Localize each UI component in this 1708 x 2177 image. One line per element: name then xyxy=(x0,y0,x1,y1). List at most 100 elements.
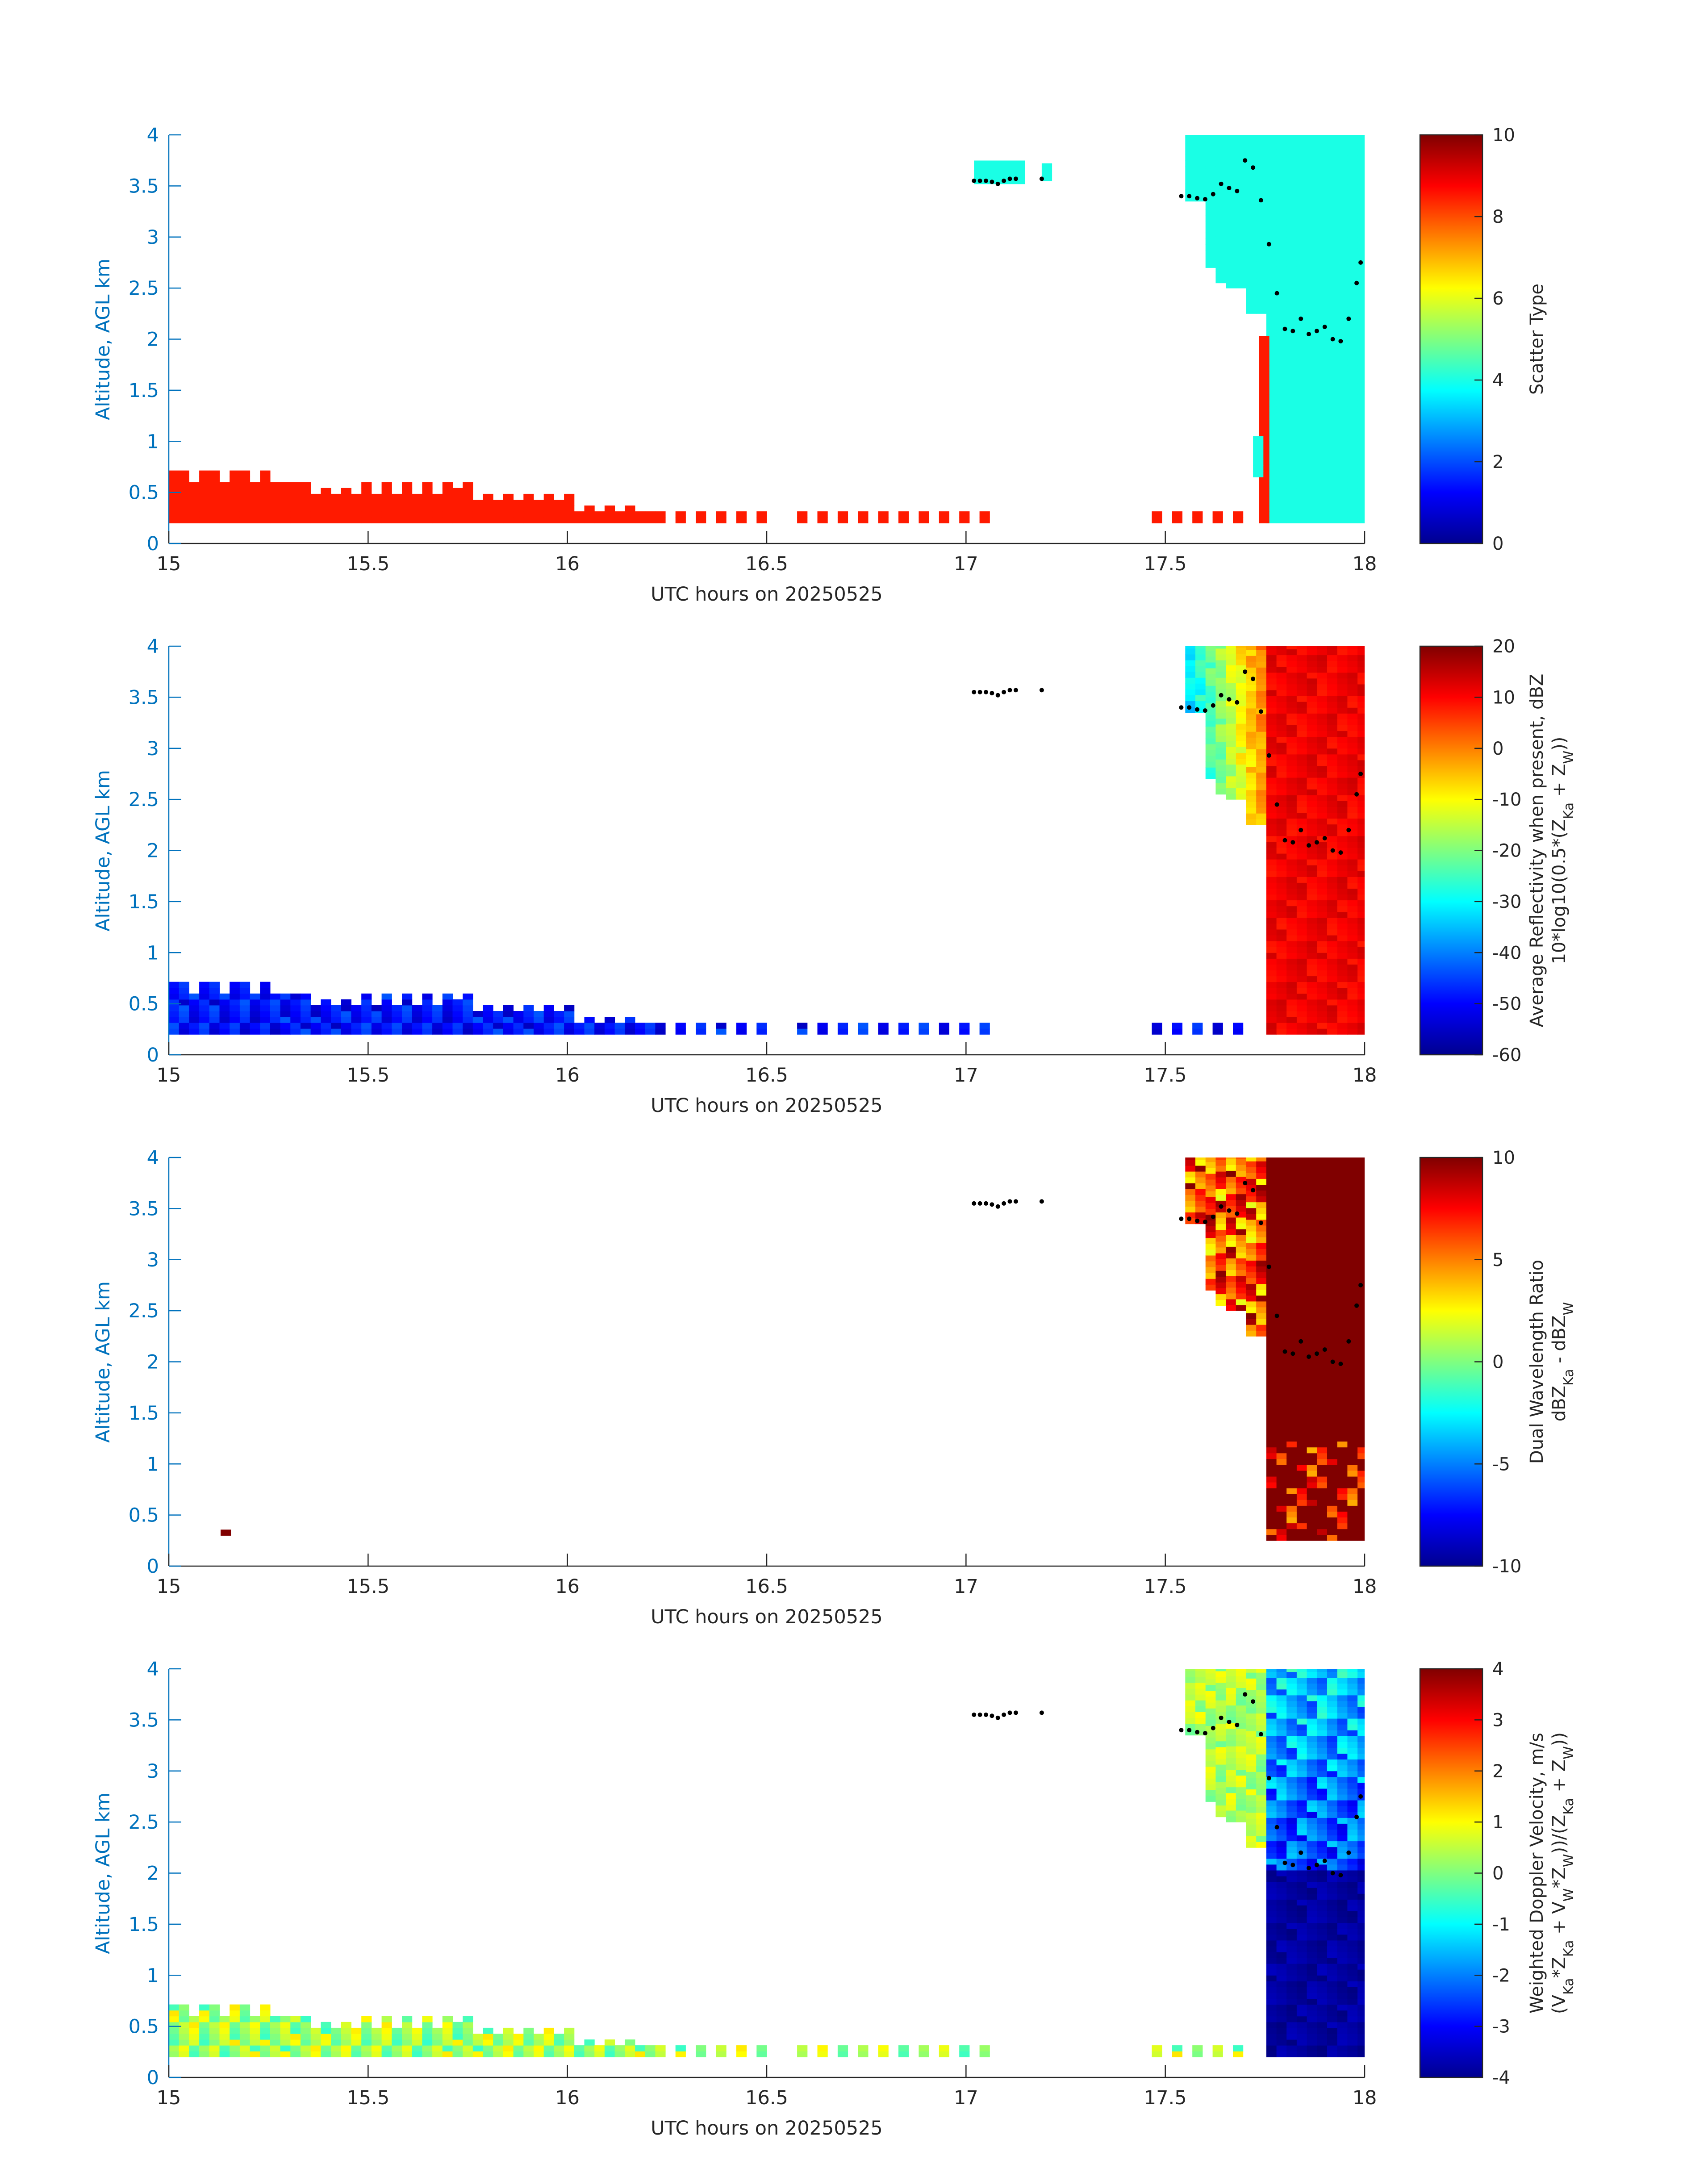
x-tick-label: 17 xyxy=(954,2087,978,2109)
cloud-top-marker xyxy=(1179,1216,1184,1221)
cloud-top-marker xyxy=(1314,1863,1319,1868)
colorbar-gradient xyxy=(1419,1157,1483,1567)
panel-scatter-type: 15 15.5 16 16.5 17 17.5 18 0 0.5 1 1.5 2 2.5 3 3.5 4 UT… xyxy=(92,124,1547,606)
cloud-top-marker xyxy=(1307,1354,1311,1359)
cloud-top-marker xyxy=(1195,707,1200,712)
colorbar-tick-label: -40 xyxy=(1492,943,1521,963)
x-tick-label: 17.5 xyxy=(1144,1064,1187,1086)
colorbar-tick-label: -30 xyxy=(1492,892,1521,912)
x-tick-label: 16.5 xyxy=(745,1575,788,1598)
colorbar-label: 10*log10(0.5*(ZKa + ZW)) xyxy=(1549,737,1577,965)
cloud-top-marker xyxy=(1358,771,1363,776)
y-tick-label: 3 xyxy=(147,1760,159,1783)
cloud-top-marker xyxy=(1322,1859,1327,1864)
cloud-top-marker xyxy=(977,1712,982,1717)
cloud-top-marker xyxy=(1195,1218,1200,1223)
cloud-top-marker xyxy=(1007,1199,1012,1204)
cloud-top-marker xyxy=(1219,1204,1224,1209)
cloud-top-marker xyxy=(1266,753,1271,758)
colorbar-tick-label: 10 xyxy=(1492,687,1515,708)
y-tick-label: 2.5 xyxy=(129,1811,159,1834)
y-tick-label: 1.5 xyxy=(129,1914,159,1936)
cloud-top-marker xyxy=(1282,838,1287,843)
cloud-top-marker xyxy=(1235,1722,1240,1727)
y-tick-label: 2 xyxy=(147,1863,159,1885)
colorbar-tick-label: 2 xyxy=(1492,1761,1503,1782)
cloud-top-marker xyxy=(1346,316,1351,321)
cloud-top-marker xyxy=(972,1712,977,1717)
colorbar-tick-label: 0 xyxy=(1492,1864,1503,1884)
panel-dual-wavelength-ratio: 15 15.5 16 16.5 17 17.5 18 0 0.5 1 1.5 2 2.5 3 3.5 4 UT… xyxy=(92,1147,1577,1628)
cloud-top-marker xyxy=(1299,827,1303,832)
cloud-top-marker xyxy=(1211,1726,1215,1730)
y-tick-label: 4 xyxy=(147,124,159,146)
cloud-top-marker xyxy=(1203,197,1207,202)
cloud-top-marker xyxy=(1338,1873,1343,1878)
cloud-top-marker xyxy=(1243,158,1248,163)
y-tick-label: 0.5 xyxy=(129,482,159,504)
colorbar: -4 -3 -2 -1 0 1 2 3 4 Weighted Doppler Velocity, … xyxy=(1419,1659,1577,2088)
cloud-top-marker xyxy=(1187,1728,1192,1733)
panel-weighted-doppler-velocity: 15 15.5 16 16.5 17 17.5 18 0 0.5 1 1.5 2 2.5 3 3.5 4 UT… xyxy=(92,1658,1577,2139)
cloud-top-marker xyxy=(1039,1199,1044,1204)
cloud-top-marker xyxy=(1227,1208,1232,1213)
cloud-top-marker xyxy=(1187,194,1192,199)
axes: 15 15.5 16 16.5 17 17.5 18 0 0.5 1 1.5 2 2.5 3 3.5 4 xyxy=(129,1147,1377,1598)
cloud-top-marker xyxy=(1290,329,1295,334)
cloud-top-marker xyxy=(977,689,982,694)
colorbar-tick-label: 1 xyxy=(1492,1812,1503,1833)
colorbar-tick-label: -60 xyxy=(1492,1045,1521,1066)
x-tick-label: 15.5 xyxy=(347,1064,389,1086)
cloud-top-marker xyxy=(1203,708,1207,713)
cloud-top-markers xyxy=(972,1692,1363,1878)
cloud-top-marker xyxy=(995,1715,1000,1720)
x-tick-label: 15 xyxy=(157,553,181,575)
cloud-top-marker xyxy=(1290,840,1295,845)
x-axis-label: UTC hours on 20250525 xyxy=(651,1606,883,1628)
cloud-top-marker xyxy=(1346,1339,1351,1344)
x-tick-label: 18 xyxy=(1353,2087,1377,2109)
cloud-top-marker xyxy=(1354,1814,1359,1819)
cloud-top-marker xyxy=(1358,260,1363,265)
cloud-top-marker xyxy=(1179,1728,1184,1733)
colorbar-label: Dual Wavelength Ratio xyxy=(1527,1260,1547,1464)
y-tick-label: 0.5 xyxy=(129,2016,159,2038)
cloud-top-marker xyxy=(1322,836,1327,840)
cloud-top-marker xyxy=(1307,843,1311,848)
x-tick-label: 17.5 xyxy=(1144,1575,1187,1598)
x-tick-label: 17 xyxy=(954,1575,978,1598)
colorbar-label: Scatter Type xyxy=(1527,284,1547,395)
heatmap-cells xyxy=(221,1157,1365,1541)
cloud-top-marker xyxy=(1243,669,1248,674)
cloud-top-marker xyxy=(1266,1776,1271,1780)
cloud-top-marker xyxy=(990,691,994,696)
cloud-top-marker xyxy=(1358,1794,1363,1799)
cloud-top-markers xyxy=(972,1181,1363,1366)
colorbar-tick-label: -10 xyxy=(1492,1556,1521,1577)
cloud-top-marker xyxy=(1330,337,1335,342)
cloud-top-marker xyxy=(1314,1351,1319,1356)
cloud-top-marker xyxy=(1338,1362,1343,1366)
cloud-top-marker xyxy=(1266,1264,1271,1269)
cloud-top-marker xyxy=(995,693,1000,698)
y-tick-label: 3 xyxy=(147,1249,159,1271)
cloud-top-marker xyxy=(1258,1220,1263,1225)
x-tick-label: 16.5 xyxy=(745,1064,788,1086)
colorbar-tick-label: -50 xyxy=(1492,994,1521,1015)
cloud-top-marker xyxy=(1354,1303,1359,1308)
cloud-top-marker xyxy=(1354,280,1359,285)
y-axis-label: Altitude, AGL km xyxy=(92,259,114,420)
x-tick-label: 15 xyxy=(157,2087,181,2109)
cloud-top-marker xyxy=(1039,688,1044,693)
x-tick-label: 17 xyxy=(954,1064,978,1086)
colorbar-gradient xyxy=(1419,134,1483,544)
x-tick-label: 17.5 xyxy=(1144,2087,1187,2109)
x-axis-label: UTC hours on 20250525 xyxy=(651,2117,883,2139)
cloud-top-marker xyxy=(990,1713,994,1718)
cloud-top-marker xyxy=(1274,802,1279,807)
cloud-top-marker xyxy=(1358,1283,1363,1287)
x-tick-label: 17.5 xyxy=(1144,553,1187,575)
x-tick-label: 16.5 xyxy=(745,2087,788,2109)
cloud-top-marker xyxy=(1219,181,1224,186)
y-tick-label: 3.5 xyxy=(129,1198,159,1220)
